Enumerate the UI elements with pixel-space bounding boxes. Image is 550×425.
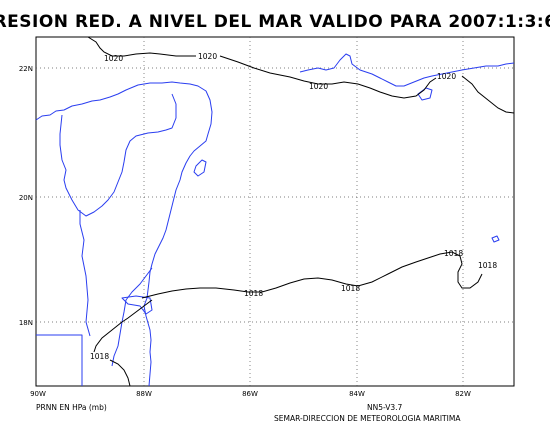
state-boundary-west — [59, 93, 177, 217]
isobar-1020-northwest — [87, 36, 196, 57]
isobar-label: 1020 — [104, 54, 123, 63]
isobar-1018-south-tail — [109, 359, 131, 387]
isobar-label: 1018 — [244, 289, 263, 298]
isobar-1020-main — [219, 55, 437, 99]
lon-label-82w: 82W — [455, 390, 471, 398]
lon-label-88w: 88W — [136, 390, 152, 398]
cozumel-island — [193, 159, 207, 177]
coast-islet-lagoon — [121, 295, 153, 315]
credit-line: SEMAR-DIRECCION DE METEOROLOGIA MARITIMA — [274, 414, 461, 423]
isobar-label: 1020 — [198, 52, 217, 61]
isobar-label: 1018 — [341, 284, 360, 293]
isobar-1020-east — [461, 75, 515, 114]
swan-islands — [491, 235, 500, 243]
lat-label-18n: 18N — [19, 319, 33, 327]
belize-border — [36, 334, 83, 386]
cuba-coastline — [299, 53, 515, 87]
lat-label-22n: 22N — [19, 65, 33, 73]
isobar-label: 1018 — [444, 249, 463, 258]
latitude-labels: 22N 20N 18N — [19, 65, 33, 327]
units-note: PRNN EN HPa (mb) — [36, 403, 107, 412]
model-version: NN5-V3.7 — [367, 403, 403, 412]
isobar-layer — [87, 36, 515, 387]
isobar-1018-main — [141, 251, 483, 299]
border-quintana-roo — [111, 267, 153, 367]
lon-label-90w: 90W — [30, 390, 46, 398]
isobar-label: 1018 — [478, 261, 497, 270]
isobar-labels: 1020 1020 1020 1020 1018 1018 1018 1018 … — [90, 52, 497, 361]
longitude-labels: 90W 88W 86W 84W 82W — [30, 390, 471, 398]
lat-label-20n: 20N — [19, 194, 33, 202]
isobar-label: 1020 — [437, 72, 456, 81]
isobar-label: 1018 — [90, 352, 109, 361]
isobar-1018-southwest — [93, 299, 153, 353]
lon-label-86w: 86W — [242, 390, 258, 398]
state-boundary-south — [79, 210, 91, 337]
map-title: PRESION RED. A NIVEL DEL MAR VALIDO PARA… — [0, 12, 550, 32]
isobar-label: 1020 — [309, 82, 328, 91]
lon-label-84w: 84W — [349, 390, 365, 398]
yucatan-coastline — [35, 81, 213, 387]
